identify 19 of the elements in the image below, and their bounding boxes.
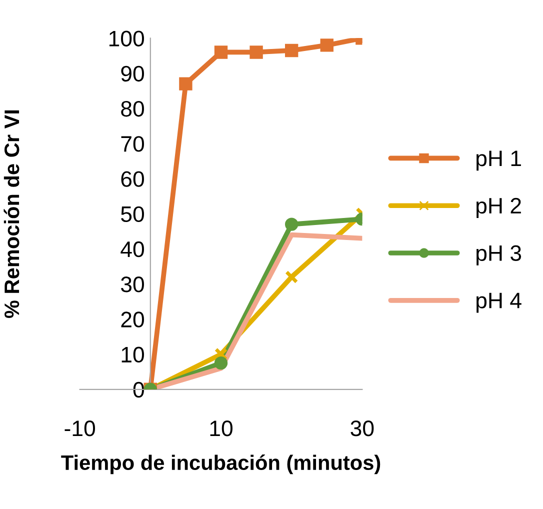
y-tick-label: 80 bbox=[121, 100, 144, 117]
y-tick-label: 100 bbox=[109, 30, 144, 46]
x-tick-label: -10 bbox=[64, 420, 96, 436]
x-tick-label: 30 bbox=[350, 420, 374, 436]
legend-label: pH 2 bbox=[476, 198, 521, 218]
legend-label: pH 1 bbox=[476, 150, 521, 171]
x-tick-label: 10 bbox=[210, 420, 232, 436]
x-axis-title: Tiempo de incubación (minutos) bbox=[61, 454, 380, 474]
y-tick-label: 20 bbox=[121, 312, 144, 328]
legend-label: pH 3 bbox=[476, 245, 522, 266]
y-tick-label: 70 bbox=[121, 136, 144, 152]
y-tick-label: 10 bbox=[122, 346, 144, 363]
y-tick-label: 90 bbox=[121, 66, 144, 82]
legend-label: pH 4 bbox=[476, 292, 522, 313]
y-tick-label: 40 bbox=[120, 241, 144, 258]
y-tick-label: 50 bbox=[121, 206, 144, 222]
y-tick-label: 60 bbox=[121, 171, 144, 187]
y-tick-label: 30 bbox=[120, 276, 144, 292]
y-axis-title: % Remoción de Cr VI bbox=[4, 110, 20, 318]
